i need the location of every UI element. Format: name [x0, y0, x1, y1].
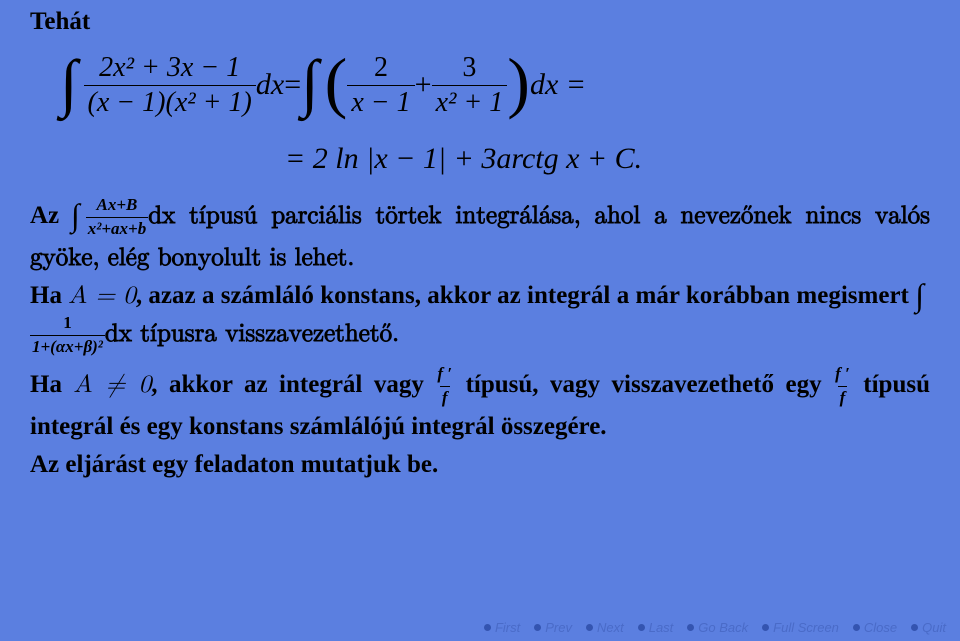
integrand-1: 2x² + 3x − 1 (x − 1)(x² + 1)	[84, 52, 256, 119]
nav-label: Last	[649, 620, 674, 635]
text: Ha	[30, 371, 73, 398]
denominator: f	[838, 386, 848, 410]
denominator: 1+(αx+β)²	[30, 335, 105, 359]
text: Ha	[30, 282, 68, 309]
nav-first[interactable]: First	[484, 620, 520, 635]
equation-line-1: ∫ 2x² + 3x − 1 (x − 1)(x² + 1) dx = ∫ ( …	[60, 44, 930, 126]
denominator: x²+ax+b	[86, 217, 148, 241]
nav-label: Go Back	[698, 620, 748, 635]
inline-frac: Ax+Bx²+ax+b	[86, 194, 148, 241]
nav-quit[interactable]: Quit	[911, 620, 946, 635]
nav-label: Prev	[545, 620, 572, 635]
nav-go-back[interactable]: Go Back	[687, 620, 748, 635]
text: , akkor az integrál vagy	[151, 371, 435, 398]
paragraph-3: Ha A ≠ 0, akkor az integrál vagy f ′f tí…	[30, 363, 930, 444]
dx-text: dx típusú parciális törtek integrálása, …	[30, 203, 930, 270]
inline-frac: f ′f	[833, 363, 852, 410]
page: Tehát ∫ 2x² + 3x − 1 (x − 1)(x² + 1) dx …	[0, 0, 960, 641]
paragraph-1: Az ∫Ax+Bx²+ax+bdx típusú parciális törte…	[30, 194, 930, 275]
math-Aneq: A ≠ 0	[73, 372, 151, 397]
denominator: (x − 1)(x² + 1)	[84, 85, 256, 119]
frac-3: 3 x² + 1	[432, 52, 508, 119]
text: Az	[30, 202, 71, 229]
frac-2: 2 x − 1	[347, 52, 414, 119]
bullet-icon	[534, 624, 541, 631]
integral-icon: ∫	[915, 277, 924, 313]
bullet-icon	[853, 624, 860, 631]
paragraph-4: Az eljárást egy feladaton mutatjuk be.	[30, 448, 930, 482]
bullet-icon	[586, 624, 593, 631]
plus: +	[415, 68, 432, 102]
text: dx típusra visszavezethető.	[105, 322, 399, 347]
nav-full-screen[interactable]: Full Screen	[762, 620, 839, 635]
text: , azaz a számláló konstans, akkor az int…	[136, 282, 915, 309]
lead-word: Tehát	[30, 8, 930, 36]
dx-equals: dx =	[530, 68, 586, 102]
paragraph-2: Ha A = 0, azaz a számláló konstans, akko…	[30, 279, 930, 360]
nav-bar: First Prev Next Last Go Back Full Screen…	[484, 620, 946, 635]
numerator: f ′	[833, 363, 852, 386]
bullet-icon	[638, 624, 645, 631]
nav-label: Next	[597, 620, 624, 635]
nav-last[interactable]: Last	[638, 620, 674, 635]
bullet-icon	[762, 624, 769, 631]
dx: dx	[256, 68, 284, 102]
integral-sign-2: ∫	[301, 67, 319, 99]
numerator: 2	[370, 52, 392, 85]
numerator: 3	[458, 52, 480, 85]
nav-next[interactable]: Next	[586, 620, 624, 635]
denominator: x − 1	[347, 85, 414, 119]
bullet-icon	[911, 624, 918, 631]
equation-line-2: = 2 ln |x − 1| + 3arctg x + C.	[285, 142, 930, 176]
text: típusú, vagy visszavezethető egy	[454, 371, 833, 398]
nav-label: Close	[864, 620, 897, 635]
math-A0: A = 0	[68, 283, 136, 308]
denominator: f	[440, 386, 450, 410]
equals: =	[284, 68, 301, 102]
integral-icon: ∫	[71, 197, 80, 233]
right-paren: )	[507, 65, 530, 99]
nav-prev[interactable]: Prev	[534, 620, 572, 635]
numerator: f ′	[435, 363, 454, 386]
bullet-icon	[687, 624, 694, 631]
numerator: 1	[61, 312, 74, 335]
nav-label: First	[495, 620, 520, 635]
content-area: Tehát ∫ 2x² + 3x − 1 (x − 1)(x² + 1) dx …	[30, 8, 930, 482]
numerator: Ax+B	[95, 194, 140, 217]
nav-close[interactable]: Close	[853, 620, 897, 635]
bullet-icon	[484, 624, 491, 631]
denominator: x² + 1	[432, 85, 508, 119]
inline-frac: f ′f	[435, 363, 454, 410]
left-paren: (	[325, 65, 348, 99]
numerator: 2x² + 3x − 1	[95, 52, 244, 85]
integral-sign-1: ∫	[60, 67, 78, 99]
inline-frac: 11+(αx+β)²	[30, 312, 105, 359]
nav-label: Full Screen	[773, 620, 839, 635]
nav-label: Quit	[922, 620, 946, 635]
